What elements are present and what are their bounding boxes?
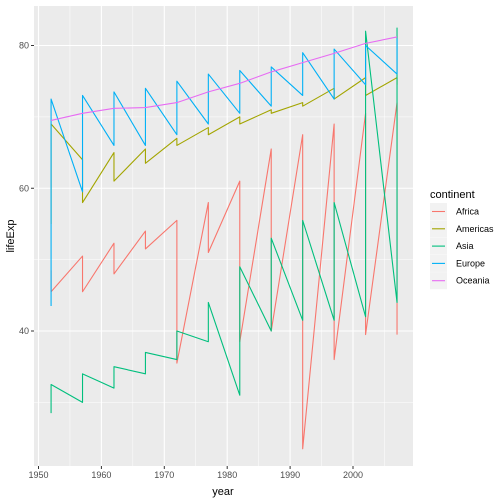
x-tick-label: 1960 bbox=[91, 470, 111, 480]
series-line-africa bbox=[50, 102, 398, 450]
grid-minor bbox=[34, 6, 413, 466]
y-axis-title: lifeExp bbox=[5, 219, 17, 252]
legend: continent Africa Americas Asia Europe Oceani… bbox=[430, 189, 494, 290]
grid-major bbox=[34, 6, 413, 466]
y-tick-label: 60 bbox=[19, 183, 29, 193]
series-layer bbox=[50, 27, 398, 450]
x-tick-label: 1980 bbox=[217, 470, 237, 480]
y-tick-label: 40 bbox=[19, 326, 29, 336]
x-tick-label: 2000 bbox=[343, 470, 363, 480]
y-axis: 40 60 80 bbox=[19, 41, 34, 336]
legend-label: Americas bbox=[456, 224, 494, 234]
series-line-asia bbox=[50, 27, 398, 414]
x-axis-title: year bbox=[212, 486, 234, 498]
legend-item-africa: Africa bbox=[430, 203, 479, 220]
legend-title: continent bbox=[430, 189, 475, 201]
legend-label: Europe bbox=[456, 258, 485, 268]
series-line-oceania bbox=[50, 36, 398, 121]
legend-label: Africa bbox=[456, 207, 479, 217]
legend-label: Oceania bbox=[456, 276, 490, 286]
x-tick-label: 1950 bbox=[28, 470, 48, 480]
x-tick-label: 1970 bbox=[154, 470, 174, 480]
legend-item-americas: Americas bbox=[430, 220, 494, 238]
series-line-europe bbox=[50, 38, 398, 307]
legend-item-asia: Asia bbox=[430, 237, 474, 255]
legend-label: Asia bbox=[456, 241, 474, 251]
x-tick-label: 1990 bbox=[280, 470, 300, 480]
legend-item-oceania: Oceania bbox=[430, 272, 490, 290]
legend-item-europe: Europe bbox=[430, 254, 485, 272]
y-tick-label: 80 bbox=[19, 41, 29, 51]
plot-background bbox=[34, 6, 413, 466]
x-axis: 1950 1960 1970 1980 1990 2000 bbox=[28, 466, 363, 480]
series-line-americas bbox=[50, 77, 398, 224]
